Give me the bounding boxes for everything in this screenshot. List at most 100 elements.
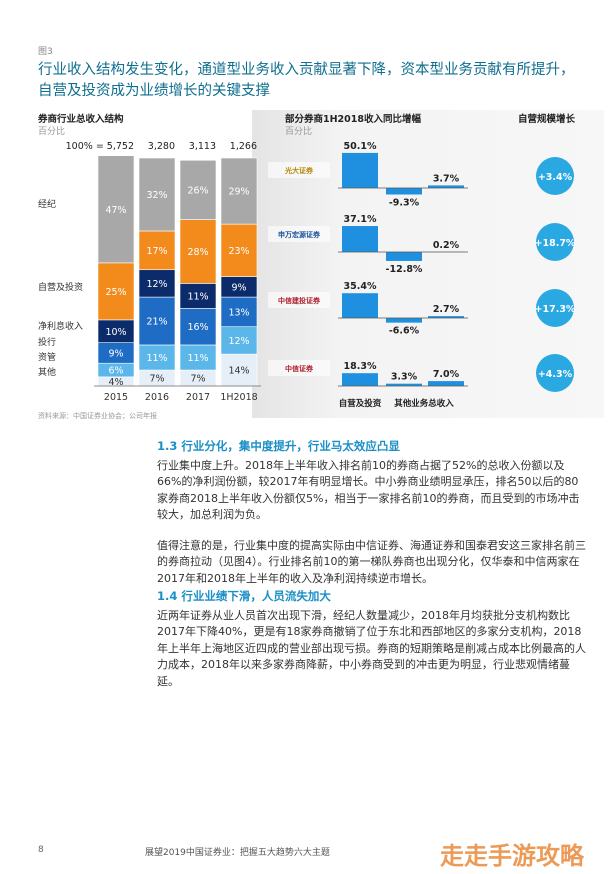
segment-label: 7% xyxy=(190,374,205,385)
growth-value: 37.1% xyxy=(344,214,377,225)
stack-segment xyxy=(179,283,217,309)
growth-value: -12.8% xyxy=(386,264,423,275)
stack-segment xyxy=(138,344,176,371)
growth-label: +4.3% xyxy=(538,369,573,380)
growth-circle xyxy=(536,157,574,195)
growth-bar xyxy=(428,185,464,188)
stack-segment xyxy=(220,223,258,277)
growth-circle xyxy=(536,289,574,327)
section: 1.4 行业业绩下滑，人员流失加大近两年证券从业人员首次出现下滑，经纪人数量减少… xyxy=(157,588,587,704)
logo-box xyxy=(268,226,330,242)
stack-segment xyxy=(138,230,176,271)
segment-name: 净利息收入 xyxy=(38,320,83,332)
figure-title: 行业收入结构发生变化，通道型业务收入贡献显著下降，资本型业务贡献有所提升，自营及… xyxy=(38,62,575,99)
segment-label: 10% xyxy=(105,327,126,338)
stack-segment xyxy=(220,326,258,355)
watermark: 走走手游攻略 xyxy=(440,842,584,870)
segment-label: 9% xyxy=(231,282,246,293)
segment-label: 6% xyxy=(108,366,123,377)
growth-circle xyxy=(536,223,574,261)
column-label: 2016 xyxy=(145,392,169,403)
section-heading: 1.3 行业分化，集中度提升，行业马太效应凸显 xyxy=(157,439,400,453)
paragraph: 值得注意的是，行业集中度的提高实际由中信证券、海通证券和国泰君安这三家排名前三的… xyxy=(157,538,586,585)
growth-value: 35.4% xyxy=(344,281,377,292)
column-label: 1H2018 xyxy=(220,392,257,403)
column-label: 自营及投资 xyxy=(339,398,382,409)
segment-label: 11% xyxy=(146,353,167,364)
segment-name: 经纪 xyxy=(38,198,56,210)
segment-label: 29% xyxy=(228,187,249,198)
growth-bar xyxy=(342,293,378,318)
segment-label: 12% xyxy=(146,279,167,290)
segment-label: 13% xyxy=(228,307,249,318)
total-label: 3,113 xyxy=(189,141,216,152)
stack-segment xyxy=(97,262,135,321)
growth-value: 18.3% xyxy=(344,361,377,372)
stack-segment xyxy=(179,308,217,346)
growth-circle xyxy=(536,354,574,392)
stack-segment xyxy=(138,296,176,346)
segment-label: 25% xyxy=(105,287,126,298)
segment-label: 47% xyxy=(105,205,126,216)
column-label: 2017 xyxy=(186,392,210,403)
total-label: 100% = 5,752 xyxy=(66,141,134,152)
segment-name: 自营及投资 xyxy=(38,281,83,293)
total-label: 3,280 xyxy=(148,141,175,152)
growth-label: +18.7% xyxy=(535,238,576,249)
segment-name: 资管 xyxy=(38,351,56,363)
logo-box xyxy=(268,292,330,308)
segment-label: 11% xyxy=(187,353,208,364)
growth-value: 7.0% xyxy=(433,369,460,380)
growth-bar xyxy=(428,381,464,386)
stack-segment xyxy=(179,219,217,284)
section: 1.3 行业分化，集中度提升，行业马太效应凸显行业集中度上升。2018年上半年收… xyxy=(157,438,587,601)
growth-value: -6.6% xyxy=(389,326,420,337)
right-chart-title: 部分券商1H2018收入同比增幅 xyxy=(285,113,422,125)
segment-label: 23% xyxy=(228,246,249,257)
paragraph: 行业集中度上升。2018年上半年收入排名前10的券商占据了52%的总收入份额以及… xyxy=(157,458,580,522)
growth-title: 自营规模增长 xyxy=(518,113,576,125)
figure-label: 图3 xyxy=(38,47,53,57)
growth-bar xyxy=(386,318,422,323)
broker-name: 申万宏源证券 xyxy=(278,230,321,239)
growth-bar xyxy=(386,252,422,261)
stack-segment xyxy=(220,157,258,225)
growth-value: 3.7% xyxy=(433,173,460,184)
left-chart-title: 券商行业总收入结构 xyxy=(37,113,124,125)
segment-label: 32% xyxy=(146,190,167,201)
charts: 券商行业总收入结构 百分比 部分券商1H2018收入同比增幅 百分比 自营规模增… xyxy=(37,110,604,420)
stack-segment xyxy=(138,157,176,232)
segment-label: 17% xyxy=(146,246,167,257)
growth-label: +3.4% xyxy=(538,172,573,183)
column-label: 其他业务总收入 xyxy=(394,398,454,409)
logo-box xyxy=(268,360,330,376)
column-label: 2015 xyxy=(104,392,128,403)
growth-bar xyxy=(342,152,378,188)
paragraph: 近两年证券从业人员首次出现下滑，经纪人数量减少，2018年月均获批分支机构数比2… xyxy=(157,608,586,688)
growth-value: -9.3% xyxy=(389,198,420,209)
segment-name: 其他 xyxy=(38,366,56,378)
segment-label: 28% xyxy=(187,247,208,258)
footer-text: 展望2019中国证券业：把握五大趋势六大主题 xyxy=(145,848,330,858)
stack-segment xyxy=(179,159,217,220)
segment-label: 4% xyxy=(108,377,123,388)
segment-label: 12% xyxy=(228,336,249,347)
growth-bar xyxy=(386,188,422,195)
broker-name: 光大证券 xyxy=(284,166,314,175)
segment-label: 7% xyxy=(149,374,164,385)
left-chart-unit: 百分比 xyxy=(38,125,65,137)
right-chart-unit: 百分比 xyxy=(285,125,312,137)
broker-name: 中信建投证券 xyxy=(278,296,321,305)
segment-label: 14% xyxy=(228,366,249,377)
stack-segment xyxy=(179,344,217,371)
stack-segment xyxy=(138,269,176,298)
stack-segment xyxy=(220,353,258,387)
growth-value: 2.7% xyxy=(433,304,460,315)
growth-bar xyxy=(342,373,378,386)
segment-label: 26% xyxy=(187,185,208,196)
section-heading: 1.4 行业业绩下滑，人员流失加大 xyxy=(157,589,331,603)
growth-label: +17.3% xyxy=(535,304,576,315)
growth-bar xyxy=(342,226,378,252)
stack-segment xyxy=(220,296,258,328)
total-label: 1,266 xyxy=(230,141,257,152)
